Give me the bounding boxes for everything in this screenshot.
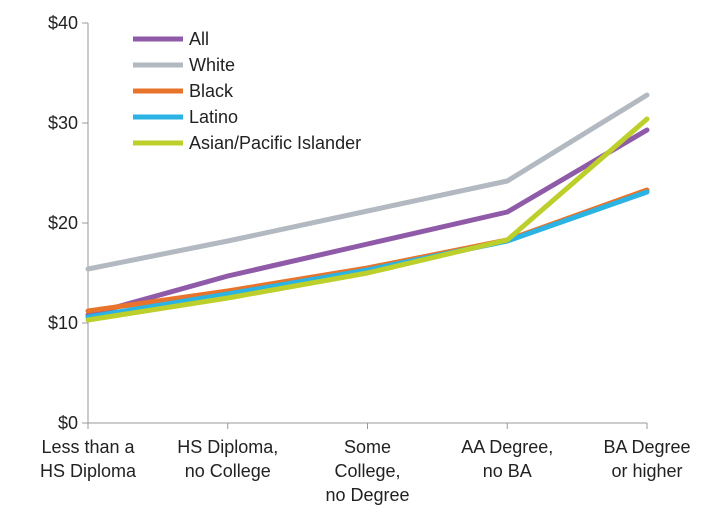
x-tick-label: Some College, no Degree xyxy=(325,437,409,505)
legend: All White Black Latino Asian/Pacific Islande… xyxy=(133,29,361,153)
x-tick-label: HS Diploma, no College xyxy=(177,437,278,481)
series-line-all xyxy=(85,127,650,318)
legend-label: White xyxy=(189,55,235,75)
y-tick-label: $10 xyxy=(48,313,78,333)
x-tick-label: Less than a HS Diploma xyxy=(40,437,137,481)
legend-label: Asian/Pacific Islander xyxy=(189,133,361,153)
y-tick-label: $30 xyxy=(48,113,78,133)
y-tick-label: $20 xyxy=(48,213,78,233)
series-line-latino xyxy=(85,189,650,320)
series-line-asian-pacific-islander xyxy=(85,116,650,323)
series-lines xyxy=(85,92,650,323)
legend-label: Black xyxy=(189,81,234,101)
legend-label: All xyxy=(189,29,209,49)
y-tick-label: $40 xyxy=(48,13,78,33)
y-tick-label: $0 xyxy=(58,413,78,433)
x-tick-label: BA Degree or higher xyxy=(603,437,690,481)
legend-label: Latino xyxy=(189,107,238,127)
axes: $0 $10 $20 $30 $40 xyxy=(48,13,648,433)
x-tick-label: AA Degree, no BA xyxy=(461,437,553,481)
x-axis-labels: Less than a HS Diploma HS Diploma, no Colle… xyxy=(40,437,691,505)
series-line-white xyxy=(85,92,650,272)
